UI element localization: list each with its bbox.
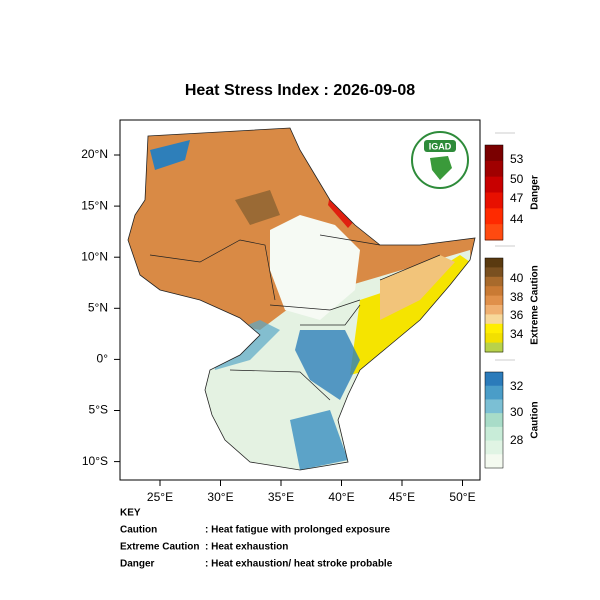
legend-swatch <box>485 305 503 315</box>
lon-label: 40°E <box>328 490 354 504</box>
logo-text: IGAD <box>429 141 452 151</box>
lat-label: 5°N <box>88 300 108 314</box>
legend-label: 28 <box>510 433 524 447</box>
lat-label: 5°S <box>89 403 108 417</box>
logo-badge <box>424 140 456 152</box>
legend-swatch <box>485 342 503 353</box>
lat-label: 20°N <box>81 147 108 161</box>
legend-bar <box>484 257 504 353</box>
legend-swatch <box>485 399 503 414</box>
legend-swatch <box>485 160 503 178</box>
legend-bar <box>484 144 504 241</box>
legend-label: 30 <box>510 405 524 419</box>
heat-area <box>270 215 360 320</box>
lon-label: 30°E <box>207 490 233 504</box>
legend-swatch <box>485 333 503 344</box>
logo-map <box>430 156 452 180</box>
legend-swatch <box>485 267 503 278</box>
legend-label: 44 <box>510 212 524 226</box>
lon-label: 45°E <box>389 490 415 504</box>
coastline <box>127 127 476 471</box>
legend-swatch <box>485 208 503 225</box>
lon-label: 25°E <box>147 490 173 504</box>
key-heading: KEY <box>120 508 141 519</box>
legend-label: 36 <box>510 308 524 322</box>
borders <box>149 234 441 401</box>
legend-label: 47 <box>510 191 524 205</box>
legend-swatch <box>485 323 503 334</box>
legend-swatch <box>485 413 503 428</box>
legend-label: 32 <box>510 379 524 393</box>
heat-area <box>350 255 470 375</box>
legend-label: 50 <box>510 172 524 186</box>
legend-swatch <box>485 295 503 306</box>
heat-area <box>290 410 348 470</box>
key-term: Caution <box>120 525 157 536</box>
legend-title: Caution <box>530 401 541 438</box>
legend-label: 40 <box>510 271 524 285</box>
legend-bar <box>484 371 504 469</box>
legend-label: 34 <box>510 327 524 341</box>
key-text: : Heat exhaustion/ heat stroke probable <box>205 559 393 570</box>
lat-label: 0° <box>97 352 109 366</box>
legend-swatch <box>485 440 503 455</box>
legend-swatch <box>485 314 503 325</box>
key-term: Danger <box>120 559 155 570</box>
legend-swatch <box>485 192 503 209</box>
logo: IGAD <box>411 131 469 189</box>
legend-swatch <box>485 385 503 400</box>
heat-area <box>295 330 360 400</box>
legend-label: 53 <box>510 152 524 166</box>
title: Heat Stress Index : 2026-09-08 <box>185 82 415 99</box>
heat-area <box>235 190 280 225</box>
legend-swatch <box>485 454 503 469</box>
legend-swatch <box>485 426 503 442</box>
heat-area <box>150 140 190 170</box>
legend-swatch <box>485 176 503 193</box>
lat-label: 10°N <box>81 249 108 263</box>
legend-swatch <box>485 145 503 162</box>
lon-label: 35°E <box>268 490 294 504</box>
key-text: : Heat exhaustion <box>205 542 288 553</box>
key-term: Extreme Caution <box>120 542 199 553</box>
legend-title: Danger <box>530 175 541 210</box>
legend-title: Extreme Caution <box>530 265 541 344</box>
lon-label: 50°E <box>449 490 475 504</box>
legend-swatch <box>485 258 503 268</box>
legend-swatch <box>485 276 503 287</box>
legend-swatch <box>485 372 503 387</box>
lat-label: 10°S <box>82 454 108 468</box>
legend-label: 38 <box>510 290 524 304</box>
legend-swatch <box>485 224 503 241</box>
heat-area <box>380 255 455 320</box>
lat-label: 15°N <box>81 198 108 212</box>
key-text: : Heat fatigue with prolonged exposure <box>205 525 390 536</box>
legend-swatch <box>485 286 503 297</box>
